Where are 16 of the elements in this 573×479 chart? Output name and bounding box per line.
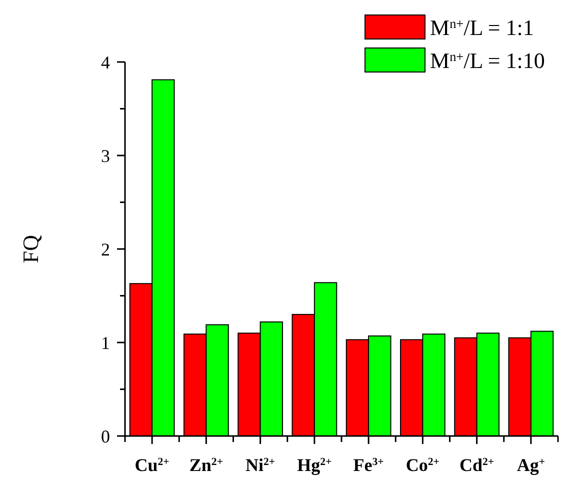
- y-tick-label: 1: [101, 332, 110, 353]
- legend-label: M$^{n+}$/L = 1:10: [430, 48, 545, 73]
- x-tick-label: Ag$^{+}$: [516, 455, 546, 475]
- x-tick-label: Ni$^{2+}$: [246, 455, 276, 475]
- x-tick-label: Zn$^{2+}$: [189, 455, 223, 475]
- x-tick-label: Cu$^{2+}$: [134, 455, 170, 475]
- y-tick-label: 0: [101, 426, 110, 446]
- x-tick-label: Cd$^{2+}$: [460, 455, 494, 475]
- x-tick-label: Co$^{2+}$: [406, 455, 440, 475]
- y-axis-title: FQ: [18, 234, 43, 264]
- x-tick-label: Fe$^{3+}$: [353, 455, 384, 475]
- y-tick-label: 4: [101, 52, 110, 72]
- x-tick-label: Hg$^{2+}$: [297, 455, 332, 475]
- y-tick-label: 2: [101, 239, 110, 260]
- legend-label: M$^{n+}$/L = 1:1: [430, 15, 534, 40]
- y-tick-label: 3: [101, 146, 110, 166]
